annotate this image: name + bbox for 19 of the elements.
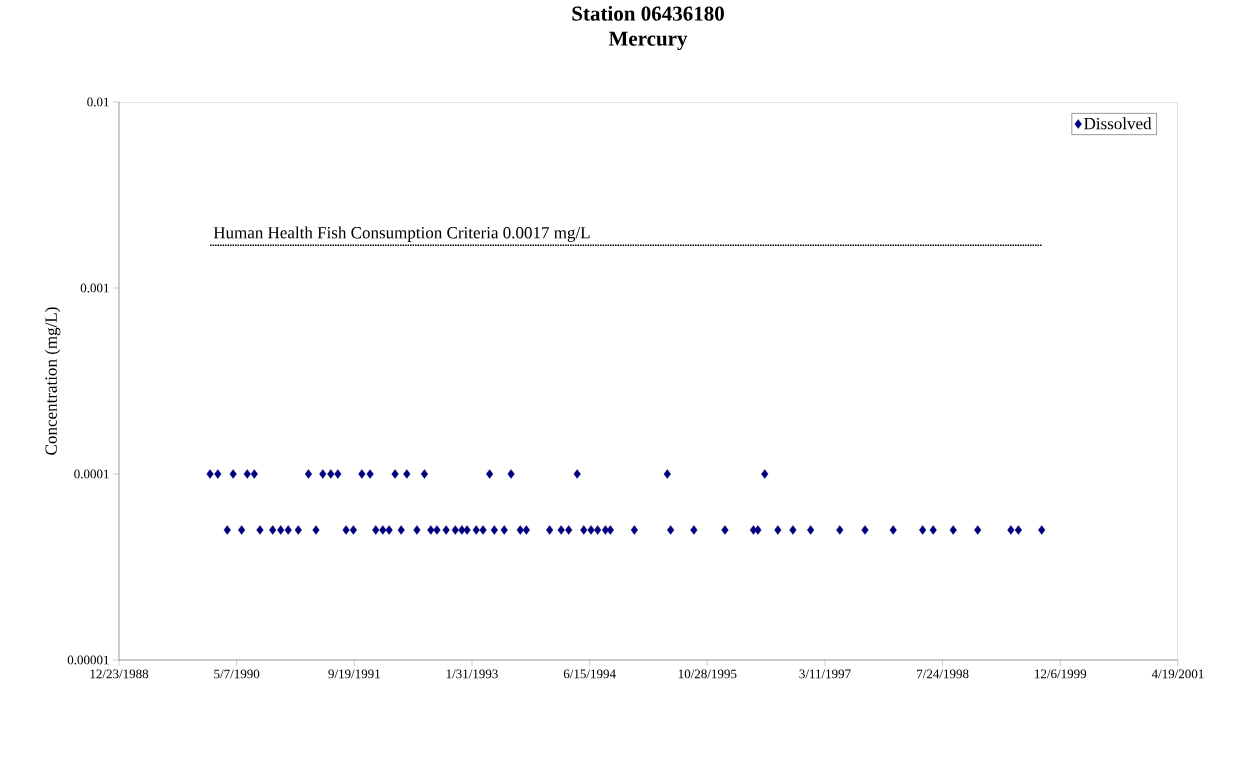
y-tick-label: 0.01 — [87, 97, 109, 107]
x-tick-label: 1/31/1993 — [446, 669, 498, 679]
x-tick-label: 6/15/1994 — [563, 669, 616, 679]
legend-label: Dissolved — [1084, 117, 1152, 130]
x-tick-label: 4/19/2001 — [1151, 669, 1204, 679]
chart-title: Station 06436180 — [572, 5, 724, 21]
x-tick-label: 12/6/1999 — [1035, 669, 1087, 679]
chart-subtitle: Mercury — [608, 31, 688, 51]
ref-line-label: Human Health Fish Consumption Criteria 0.0017 mg/L — [213, 226, 590, 242]
x-tick-label: 3/11/1997 — [799, 669, 851, 679]
y-tick-label: 0.0001 — [74, 469, 109, 479]
x-tick-label: 5/7/1990 — [214, 669, 260, 679]
y-tick-label: 0.00001 — [67, 655, 109, 665]
y-axis-title: Concentration (mg/L) — [44, 307, 61, 455]
x-tick-label: 12/23/1988 — [90, 669, 149, 679]
x-tick-label: 10/28/1995 — [678, 669, 737, 679]
x-tick-label: 9/19/1991 — [328, 669, 380, 679]
y-tick-label: 0.001 — [80, 283, 109, 293]
x-tick-label: 7/24/1998 — [917, 669, 969, 679]
